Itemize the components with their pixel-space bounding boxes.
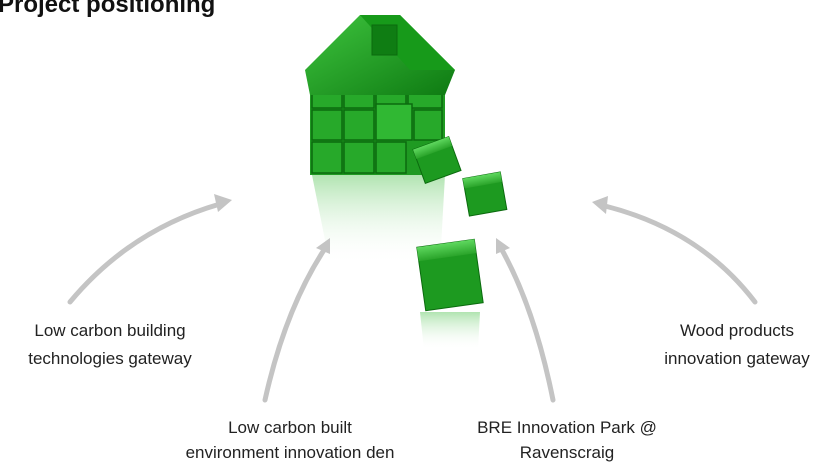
cube: [462, 171, 508, 217]
arrow: [496, 238, 556, 403]
label: technologies gateway: [28, 349, 192, 368]
label: Low carbon building: [34, 321, 185, 340]
arrow: [67, 194, 232, 305]
reflection: [420, 312, 480, 350]
label: innovation gateway: [664, 349, 810, 368]
label: Low carbon built: [228, 418, 352, 437]
arrow: [262, 238, 330, 403]
cube: [416, 238, 484, 312]
reflection: [312, 175, 445, 265]
label: Ravenscraig: [520, 443, 615, 462]
label: BRE Innovation Park @: [477, 418, 657, 437]
label: environment innovation den: [186, 443, 395, 462]
title: Project positioning: [0, 0, 215, 18]
arrow: [592, 196, 758, 305]
label: Wood products: [680, 321, 794, 340]
cube: [412, 135, 462, 185]
